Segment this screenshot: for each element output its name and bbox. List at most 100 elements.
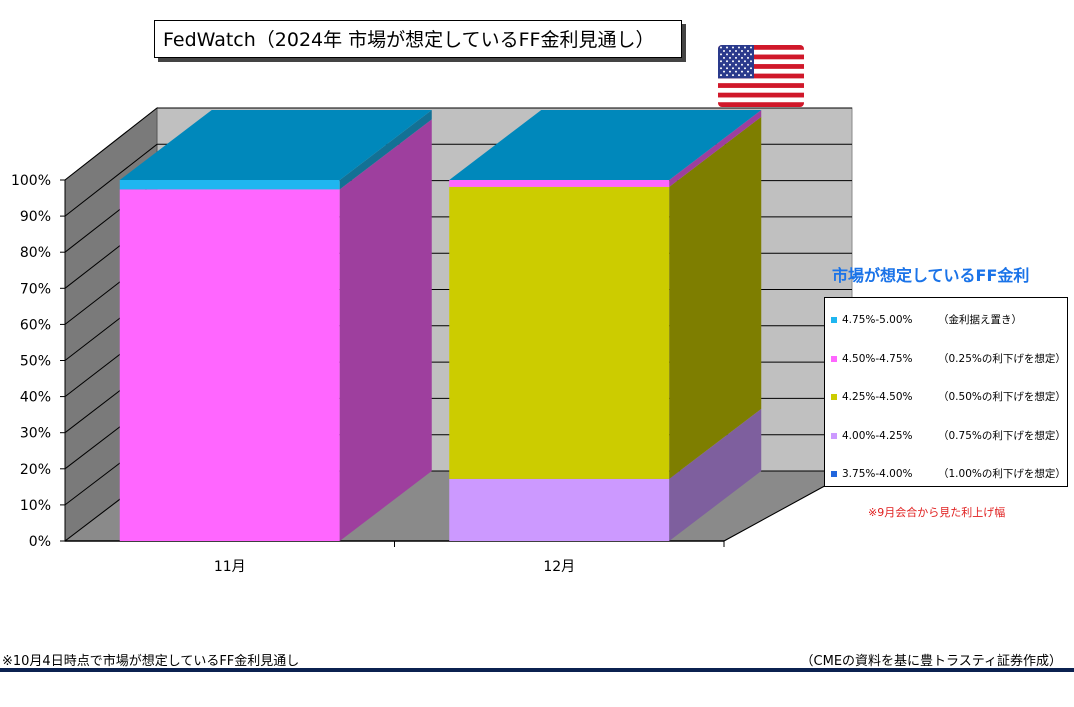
flag-stripe bbox=[718, 59, 804, 65]
gridline-side bbox=[64, 143, 158, 217]
legend-swatch bbox=[831, 432, 837, 439]
flag-star bbox=[729, 56, 731, 59]
flag-star bbox=[720, 60, 722, 63]
bar-segment-side bbox=[339, 119, 432, 542]
flag-star bbox=[750, 74, 752, 77]
us-flag-icon bbox=[718, 45, 804, 107]
legend-note: （0.50%の利下げを想定） bbox=[938, 391, 1066, 403]
flag-stripe bbox=[718, 68, 804, 74]
legend-item: 4.25%-4.50% （0.50%の利下げを想定） bbox=[831, 389, 1066, 404]
flag-star bbox=[738, 46, 740, 49]
y-tick-label: 50% bbox=[20, 354, 51, 370]
flag-stripe bbox=[718, 83, 804, 89]
bar-segment-side bbox=[669, 110, 762, 187]
flag-star bbox=[726, 53, 728, 56]
legend-swatch bbox=[831, 355, 837, 362]
flag-star bbox=[747, 56, 749, 59]
rate-change-note: ※9月会合から見た利上げ幅 bbox=[868, 506, 1006, 519]
legend-range: 4.50%-4.75% bbox=[842, 352, 913, 365]
flag-star bbox=[738, 53, 740, 56]
legend-swatch bbox=[831, 316, 837, 323]
bar-top bbox=[449, 110, 762, 180]
flag-star bbox=[738, 67, 740, 70]
flag-star bbox=[732, 53, 734, 56]
bar-segment-front bbox=[449, 478, 670, 541]
x-tick-label: 11月 bbox=[214, 559, 246, 575]
flag-star bbox=[726, 74, 728, 77]
legend-note: （0.25%の利下げを想定） bbox=[938, 353, 1066, 365]
flag-stripe bbox=[718, 97, 804, 103]
flag-star bbox=[741, 63, 743, 66]
flag-star bbox=[744, 60, 746, 63]
flag-star bbox=[738, 60, 740, 63]
y-tick-label: 60% bbox=[20, 317, 51, 333]
y-tick-label: 70% bbox=[20, 281, 51, 297]
chart-title: FedWatch（2024年 市場が想定しているFF金利見通し） bbox=[154, 20, 682, 58]
flag-star bbox=[750, 46, 752, 49]
flag-star bbox=[750, 53, 752, 56]
flag-star bbox=[744, 74, 746, 77]
flag-star bbox=[726, 67, 728, 70]
source-credit: （CMEの資料を基に豊トラスティ証券作成） bbox=[800, 654, 1062, 669]
footer-note: ※10月4日時点で市場が想定しているFF金利見通し bbox=[2, 654, 300, 669]
flag-star bbox=[729, 70, 731, 73]
flag-star bbox=[741, 49, 743, 52]
flag-star bbox=[732, 46, 734, 49]
x-tick-label: 12月 bbox=[543, 559, 575, 575]
flag-stripe bbox=[718, 64, 804, 70]
flag-star bbox=[735, 70, 737, 73]
legend-note: （金利据え置き） bbox=[938, 314, 1022, 326]
legend-swatch bbox=[831, 393, 837, 400]
flag-stripe bbox=[718, 92, 804, 98]
y-tick-label: 30% bbox=[20, 426, 51, 442]
legend-note: （0.75%の利下げを想定） bbox=[938, 430, 1066, 442]
footer-divider bbox=[0, 668, 1074, 672]
legend-swatch bbox=[831, 470, 837, 477]
flag-stripe bbox=[718, 54, 804, 60]
bar-segment-front bbox=[449, 186, 670, 479]
flag-star bbox=[747, 63, 749, 66]
bar-segment-front bbox=[449, 180, 670, 187]
flag-star bbox=[750, 67, 752, 70]
flag-star bbox=[747, 49, 749, 52]
legend-range: 4.00%-4.25% bbox=[842, 429, 913, 442]
bar-segment-side bbox=[669, 116, 762, 479]
flag-star bbox=[741, 70, 743, 73]
flag-star bbox=[744, 46, 746, 49]
legend-note: （1.00%の利下げを想定） bbox=[938, 468, 1066, 480]
flag-star bbox=[723, 49, 725, 52]
flag-star bbox=[720, 74, 722, 77]
legend-range: 3.75%-4.00% bbox=[842, 467, 913, 480]
flag-star bbox=[720, 67, 722, 70]
legend-item: 4.75%-5.00% （金利据え置き） bbox=[831, 312, 1022, 327]
flag-stripe bbox=[718, 78, 804, 84]
flag-star bbox=[726, 60, 728, 63]
flag-star bbox=[741, 56, 743, 59]
flag-stripe bbox=[718, 87, 804, 93]
flag-star bbox=[735, 49, 737, 52]
bar-segment-side bbox=[669, 408, 762, 541]
flag-star bbox=[732, 60, 734, 63]
flag-star bbox=[750, 60, 752, 63]
bar-segment-side bbox=[339, 110, 432, 190]
legend-item: 4.00%-4.25% （0.75%の利下げを想定） bbox=[831, 428, 1066, 443]
flag-star bbox=[723, 56, 725, 59]
y-tick-label: 90% bbox=[20, 209, 51, 225]
y-tick-label: 100% bbox=[11, 173, 51, 189]
flag-star bbox=[735, 56, 737, 59]
flag-stripe bbox=[718, 102, 804, 107]
bar-segment-front bbox=[119, 180, 340, 190]
gridline-side bbox=[64, 107, 158, 181]
bar-top bbox=[119, 110, 432, 180]
flag-stripe bbox=[718, 49, 804, 55]
flag-star bbox=[735, 63, 737, 66]
flag-star bbox=[744, 67, 746, 70]
legend-item: 4.50%-4.75% （0.25%の利下げを想定） bbox=[831, 351, 1066, 366]
bar-segment-front bbox=[119, 189, 340, 542]
y-tick-label: 20% bbox=[20, 462, 51, 478]
flag-star bbox=[720, 53, 722, 56]
legend-item: 3.75%-4.00% （1.00%の利下げを想定） bbox=[831, 466, 1066, 481]
legend-range: 4.75%-5.00% bbox=[842, 313, 913, 326]
flag-star bbox=[729, 63, 731, 66]
